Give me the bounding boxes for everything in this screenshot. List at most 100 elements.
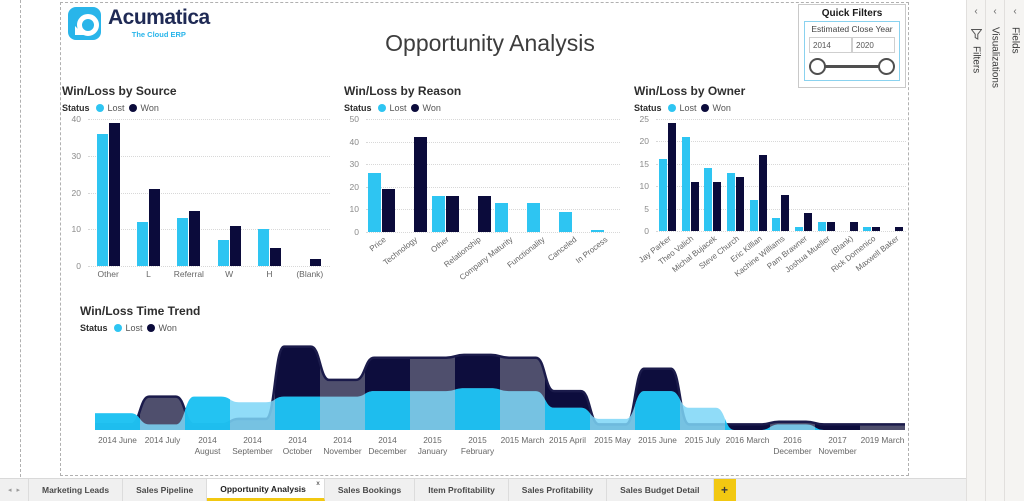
y-axis-tick: 30: [71, 150, 81, 161]
bar-lost[interactable]: [681, 137, 690, 231]
x-axis-label: 2016 December: [773, 435, 812, 456]
page-tab-opportunity-analysis[interactable]: Opportunity Analysis x: [207, 479, 325, 501]
bar-lost[interactable]: [177, 218, 189, 266]
bar-group: [527, 119, 554, 232]
close-tab-icon[interactable]: x: [316, 480, 320, 487]
bar-won[interactable]: [872, 227, 881, 231]
legend-won-icon: [128, 104, 137, 112]
bar-lost[interactable]: [96, 134, 108, 266]
x-axis-label: 2014 July: [144, 435, 181, 445]
bar-group: [817, 119, 835, 231]
x-axis-label: 2015 February: [460, 435, 495, 456]
chevron-left-icon[interactable]: ‹: [974, 6, 978, 17]
bar-won[interactable]: [667, 123, 676, 231]
gridline: [656, 231, 906, 232]
gridline: [656, 119, 906, 120]
bar-won[interactable]: [310, 259, 322, 266]
page-tab-label: Sales Bookings: [337, 485, 402, 495]
bar-lost[interactable]: [704, 168, 713, 231]
y-axis-tick: 10: [349, 204, 359, 215]
page-tab-sales-pipeline[interactable]: Sales Pipeline: [123, 479, 208, 501]
legend-won-icon: [410, 104, 419, 112]
chart-legend: Status Lost Won: [62, 103, 159, 113]
bar-lost[interactable]: [527, 203, 541, 232]
page-tab-sales-profitability[interactable]: Sales Profitability: [509, 479, 608, 501]
tabs-next-icon[interactable]: ▸: [16, 487, 21, 494]
bar-won[interactable]: [229, 226, 241, 266]
gridline: [88, 119, 330, 120]
fields-pane-label: Fields: [1009, 27, 1021, 54]
bar-group: [558, 119, 586, 232]
bar-won[interactable]: [895, 227, 904, 231]
fields-pane[interactable]: ‹ Fields: [1004, 0, 1024, 501]
bar-won[interactable]: [736, 177, 745, 231]
slider-handle-min[interactable]: [809, 58, 826, 75]
y-axis-tick: 20: [349, 181, 359, 192]
bar-won[interactable]: [414, 137, 428, 232]
bar-lost[interactable]: [431, 196, 445, 232]
slider-handle-max[interactable]: [878, 58, 895, 75]
bar-group: [257, 119, 281, 266]
bar-won[interactable]: [382, 189, 396, 232]
bar-lost[interactable]: [217, 240, 229, 266]
year-min-input[interactable]: [809, 37, 852, 53]
bar-lost[interactable]: [136, 222, 148, 266]
bar-won[interactable]: [445, 196, 459, 232]
year-max-input[interactable]: [852, 37, 895, 53]
y-axis-tick: 5: [644, 203, 649, 214]
page-tab-sales-budget-detail[interactable]: Sales Budget Detail: [607, 479, 714, 501]
bar-lost[interactable]: [772, 218, 781, 231]
page-tab-sales-bookings[interactable]: Sales Bookings: [325, 479, 416, 501]
bar-won[interactable]: [477, 196, 491, 232]
bar-group: [658, 119, 676, 231]
bar-won[interactable]: [690, 182, 699, 231]
page-tab-marketing-leads[interactable]: Marketing Leads: [28, 479, 124, 501]
bar-lost[interactable]: [590, 230, 604, 232]
page-tab-item-profitability[interactable]: Item Profitability: [415, 479, 509, 501]
gridline: [88, 229, 330, 231]
bar-won[interactable]: [108, 123, 120, 266]
x-axis-label: 2019 March: [860, 435, 905, 445]
filters-pane[interactable]: ‹ Filters: [966, 0, 985, 501]
bar-lost[interactable]: [817, 222, 826, 231]
bar-lost[interactable]: [658, 159, 667, 231]
bar-lost[interactable]: [727, 173, 736, 231]
bar-won[interactable]: [713, 182, 722, 231]
x-axis-label: (Blank): [296, 269, 324, 279]
bar-won[interactable]: [849, 222, 858, 231]
bar-lost[interactable]: [795, 227, 804, 231]
bar-lost[interactable]: [863, 227, 872, 231]
filter-funnel-icon: [970, 29, 982, 40]
visualizations-pane[interactable]: ‹ Visualizations: [985, 0, 1004, 501]
tabs-prev-icon[interactable]: ◂: [7, 487, 12, 494]
gridline: [656, 141, 906, 143]
chevron-left-icon[interactable]: ‹: [1013, 6, 1017, 17]
bar-lost[interactable]: [257, 229, 269, 266]
chevron-left-icon[interactable]: ‹: [993, 6, 997, 17]
bar-lost[interactable]: [368, 173, 382, 232]
bar-lost[interactable]: [495, 203, 509, 232]
x-axis-label: 2015 May: [594, 435, 631, 445]
bar-won[interactable]: [804, 213, 813, 231]
logo-name: Acumatica: [108, 6, 210, 29]
add-page-button[interactable]: +: [713, 479, 736, 501]
legend-won-icon: [146, 324, 155, 332]
bar-won[interactable]: [148, 189, 160, 266]
legend-lost-icon: [667, 104, 676, 112]
bar-lost[interactable]: [749, 200, 758, 231]
bar-won[interactable]: [269, 248, 281, 266]
bar-won[interactable]: [826, 222, 835, 231]
bar-won[interactable]: [189, 211, 201, 266]
bar-group: [217, 119, 241, 266]
bar-won[interactable]: [758, 155, 767, 231]
x-axis-labels: 2014 June 2014 July 2014 August 2014 Septem…: [95, 435, 905, 457]
x-axis-label: W: [225, 269, 234, 279]
gridline: [366, 186, 620, 188]
bar-won[interactable]: [781, 195, 790, 231]
gridline: [656, 186, 906, 188]
year-range-slider[interactable]: [809, 57, 895, 75]
bar-lost[interactable]: [558, 212, 572, 232]
area-chart-plot[interactable]: [95, 339, 905, 431]
x-axis-label: Canceled: [545, 235, 578, 263]
